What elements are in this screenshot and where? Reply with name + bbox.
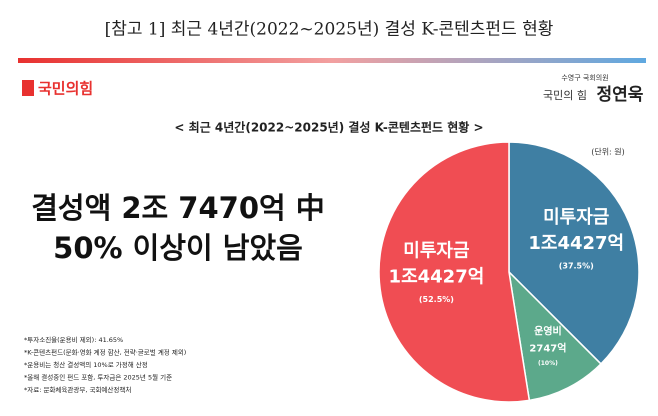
slice-percent: (10%) bbox=[538, 360, 558, 367]
page-title: [참고 1] 최근 4년간(2022~2025년) 결성 K-콘텐츠펀드 현황 bbox=[105, 20, 554, 40]
headline: 결성액 2조 7470억 中 bbox=[31, 191, 325, 225]
member-party: 국민의 힘 bbox=[543, 89, 587, 102]
slice-percent: (52.5%) bbox=[419, 295, 454, 304]
slice-label: 미투자금 bbox=[403, 241, 469, 262]
slice-amount: 1조4427억 bbox=[528, 233, 624, 254]
pie-slice bbox=[507, 269, 602, 402]
slice-label: 운영비 bbox=[534, 324, 562, 337]
slice-label: 미투자금 bbox=[543, 207, 609, 228]
pie-slice bbox=[508, 141, 640, 365]
note: *운용비는 청산 결성액의 10%로 가정해 산정 bbox=[24, 360, 148, 369]
member-district: 수영구 국회의원 bbox=[561, 73, 608, 82]
slice-percent: (37.5%) bbox=[559, 262, 594, 271]
pie-slice bbox=[378, 141, 531, 403]
color-band bbox=[18, 58, 646, 63]
unit-note: (단위: 원) bbox=[591, 147, 625, 157]
logo-mark bbox=[22, 80, 34, 96]
party-logo: 국민의힘 bbox=[38, 80, 93, 98]
notes: *투자소진율(운용비 제외): 41.65% *K-콘텐츠펀드(문화·영화 계정 … bbox=[24, 335, 186, 394]
note: *올해 결성중인 펀드 포함, 투자금은 2025년 5월 기준 bbox=[24, 373, 172, 382]
note: *K-콘텐츠펀드(문화·영화 계정 합산, 전략·글로벌 계정 제외) bbox=[24, 348, 186, 357]
slice-amount: 1조4427억 bbox=[389, 267, 485, 288]
headline: 50% 이상이 남았음 bbox=[53, 231, 303, 265]
chart-title: < 최근 4년간(2022~2025년) 결성 K-콘텐츠펀드 현황 > bbox=[174, 120, 483, 135]
slice-amount: 2747억 bbox=[529, 342, 566, 354]
pie-chart: 미투자금 1조4427억 (37.5%) 운영비 2747억 (10%) 미투자금 1조442… bbox=[378, 141, 640, 403]
member-name: 정연욱 bbox=[597, 85, 644, 105]
note: *자료: 문화체육관광부, 국회예산정책처 bbox=[24, 385, 131, 394]
note: *투자소진율(운용비 제외): 41.65% bbox=[24, 335, 123, 344]
